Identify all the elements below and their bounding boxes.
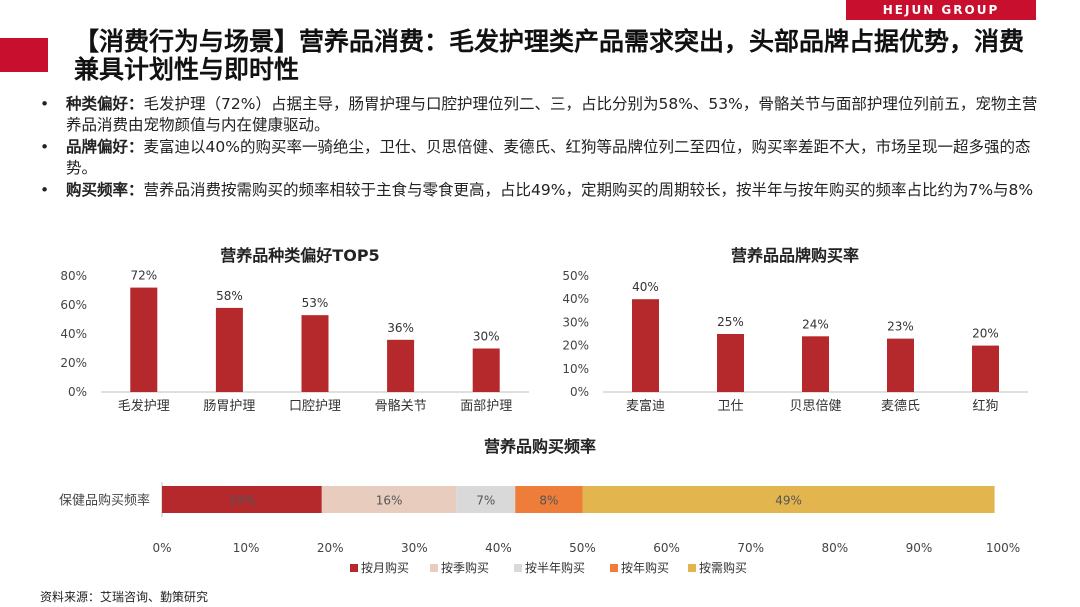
stacked-segment [321, 486, 457, 513]
x-tick-label: 40% [485, 541, 512, 555]
legend-label: 按月购买 [361, 560, 409, 575]
bar [717, 334, 744, 392]
bar [215, 307, 243, 392]
brand-logo-bar: HEJUN GROUP [846, 0, 1036, 20]
bullet-item: • 购买频率：营养品消费按需购买的频率相较于主食与零食更高，占比49%，定期购买的… [40, 180, 1040, 201]
data-label: 24% [802, 317, 829, 331]
bullet-label: 种类偏好： [66, 95, 144, 113]
bar [472, 348, 500, 392]
x-tick-label: 卫仕 [717, 399, 743, 414]
x-tick-label: 30% [401, 541, 428, 555]
segment-label: 8% [539, 494, 558, 508]
bar [972, 345, 999, 392]
legend-label: 按年购买 [621, 560, 669, 575]
bar [387, 339, 415, 392]
data-label: 53% [302, 296, 329, 310]
stacked-segment [582, 486, 995, 513]
x-tick-label: 贝思倍健 [789, 399, 841, 414]
legend-swatch [350, 564, 358, 572]
x-tick-label: 10% [233, 541, 260, 555]
x-tick-label: 90% [906, 541, 933, 555]
category-label: 保健品购买频率 [59, 493, 150, 509]
stacked-segment [456, 486, 516, 513]
data-label: 40% [632, 280, 659, 294]
bar [887, 338, 914, 392]
bar [130, 287, 158, 392]
x-tick-label: 口腔护理 [289, 399, 341, 414]
bar [632, 299, 659, 392]
bullet-dot: • [40, 138, 50, 156]
x-tick-label: 70% [737, 541, 764, 555]
data-label: 23% [887, 320, 914, 334]
chart2-title: 营养品品牌购买率 [730, 246, 859, 265]
bullet-text: 营养品消费按需购买的频率相较于主食与零食更高，占比49%，定期购买的周期较长，按… [143, 181, 1034, 199]
bullet-item: • 种类偏好：毛发护理（72%）占据主导，肠胃护理与口腔护理位列二、三，占比分别为… [40, 94, 1040, 136]
y-tick-label: 60% [60, 298, 87, 312]
legend-swatch [514, 564, 522, 572]
legend-swatch [688, 564, 696, 572]
x-tick-label: 20% [317, 541, 344, 555]
purchase-frequency-chart: 保健品购买频率 19% 16% 7% 8% 49% 0% 10% 20% 30% 40% 50% 60%… [59, 482, 1020, 575]
x-tick-label: 60% [653, 541, 680, 555]
y-tick-label: 10% [562, 362, 589, 376]
x-tick-label: 麦富迪 [626, 398, 665, 414]
bar [301, 315, 329, 392]
bullet-label: 品牌偏好： [66, 138, 144, 156]
x-tick-label: 骨骼关节 [375, 398, 427, 414]
bullet-label: 购买频率： [66, 181, 144, 199]
x-tick-label: 肠胃护理 [203, 399, 255, 414]
legend-label: 按需购买 [699, 560, 747, 575]
chart3-title: 营养品购买频率 [483, 437, 596, 456]
source-note: 资料来源：艾瑞咨询、勤策研究 [40, 590, 209, 604]
bullet-text: 毛发护理（72%）占据主导，肠胃护理与口腔护理位列二、三，占比分别为58%、53… [66, 95, 1038, 134]
bullet-dot: • [40, 181, 50, 199]
bullet-dot: • [40, 95, 50, 113]
y-tick-label: 40% [562, 292, 589, 306]
data-label: 72% [130, 269, 157, 283]
legend-label: 按季购买 [441, 560, 489, 575]
segment-label: 7% [476, 494, 495, 508]
y-tick-label: 30% [562, 315, 589, 329]
data-label: 58% [216, 289, 243, 303]
x-tick-label: 麦德氏 [881, 399, 920, 414]
legend-swatch [430, 564, 438, 572]
x-tick-label: 面部护理 [460, 399, 512, 414]
y-tick-label: 0% [570, 385, 589, 399]
category-preference-chart: 0% 20% 40% 60% 80% 72% 毛发护理 58% 肠胃护理 53% 口腔护理 36% 骨骼… [60, 269, 529, 414]
segment-label: 16% [376, 494, 403, 508]
segment-label: 19% [229, 494, 256, 508]
bullet-list: • 种类偏好：毛发护理（72%）占据主导，肠胃护理与口腔护理位列二、三，占比分别为… [40, 94, 1040, 202]
y-tick-label: 20% [562, 339, 589, 353]
y-tick-label: 80% [60, 269, 87, 283]
x-tick-label: 80% [821, 541, 848, 555]
data-label: 20% [972, 327, 999, 341]
chart1-title: 营养品种类偏好TOP5 [220, 246, 380, 265]
data-label: 36% [387, 321, 414, 335]
x-tick-label: 0% [152, 541, 171, 555]
data-label: 25% [717, 315, 744, 329]
stacked-segment [162, 486, 322, 513]
x-tick-label: 毛发护理 [118, 398, 170, 414]
x-tick-label: 100% [986, 541, 1020, 555]
segment-label: 49% [775, 494, 802, 508]
bullet-text: 麦富迪以40%的购买率一骑绝尘，卫仕、贝思倍健、麦德氏、红狗等品牌位列二至四位，… [66, 138, 1031, 177]
y-tick-label: 20% [60, 356, 87, 370]
y-tick-label: 40% [60, 327, 87, 341]
x-tick-label: 50% [569, 541, 596, 555]
y-tick-label: 50% [562, 269, 589, 283]
legend-swatch [610, 564, 618, 572]
legend-label: 按半年购买 [525, 560, 585, 575]
bullet-item: • 品牌偏好：麦富迪以40%的购买率一骑绝尘，卫仕、贝思倍健、麦德氏、红狗等品牌位… [40, 137, 1040, 179]
data-label: 30% [473, 330, 500, 344]
brand-purchase-chart: 0% 10% 20% 30% 40% 50% 40% 麦富迪 25% 卫仕 24% 贝思倍健 23% 麦德… [562, 269, 1028, 414]
x-tick-label: 红狗 [972, 398, 998, 414]
page-title: 【消费行为与场景】营养品消费：毛发护理类产品需求突出，头部品牌占据优势，消费兼具… [74, 27, 1025, 84]
title-accent-block [0, 38, 48, 72]
y-tick-label: 0% [68, 385, 87, 399]
bar [802, 336, 829, 392]
stacked-segment [515, 486, 583, 513]
